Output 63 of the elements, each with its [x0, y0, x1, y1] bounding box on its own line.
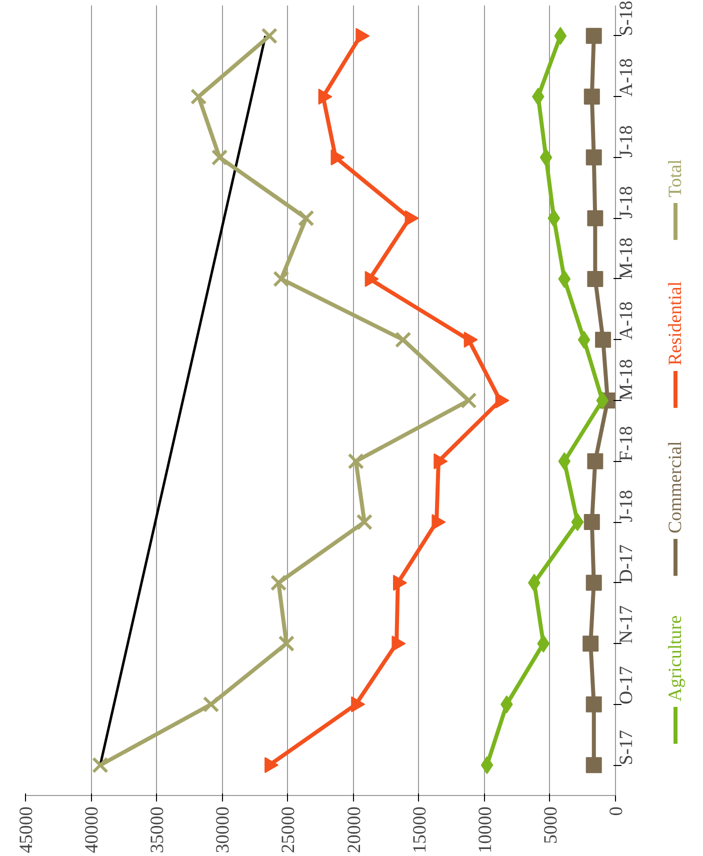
- point: [586, 757, 602, 774]
- point: [596, 392, 609, 410]
- point: [558, 452, 571, 470]
- y-tick-label: A-18: [616, 301, 637, 340]
- x-tick-label: 0: [606, 806, 627, 816]
- y-tick-label: J-18: [616, 186, 637, 218]
- x-tick-label: 35000: [147, 806, 168, 854]
- point: [298, 210, 314, 226]
- point: [587, 453, 604, 470]
- x-tick-label: 45000: [16, 806, 37, 854]
- point: [584, 514, 600, 530]
- x-tick-label: 15000: [409, 806, 430, 854]
- point: [460, 392, 477, 409]
- point: [595, 332, 612, 348]
- point: [394, 332, 412, 348]
- point: [261, 28, 278, 44]
- point: [211, 149, 228, 166]
- point: [356, 514, 373, 530]
- point: [587, 270, 604, 287]
- point: [540, 148, 552, 166]
- y-tick-label: M-18: [616, 359, 637, 400]
- text: Commercial: [665, 441, 686, 534]
- point: [348, 453, 364, 470]
- point: [571, 513, 584, 532]
- point: [582, 636, 599, 652]
- point: [586, 149, 602, 166]
- text: Residential: [665, 281, 686, 366]
- point: [190, 88, 207, 105]
- y-tick-label: M-18: [616, 237, 637, 279]
- x-tick-label: 5000: [540, 806, 562, 844]
- text: Total: [665, 159, 686, 198]
- y-tick-label: F-18: [616, 426, 637, 462]
- point: [537, 634, 550, 653]
- y-tick-label: S-18: [616, 0, 637, 36]
- point: [480, 756, 494, 774]
- point: [578, 330, 590, 349]
- point: [584, 88, 600, 105]
- y-tick-label: S-17: [616, 730, 637, 766]
- point: [270, 574, 287, 592]
- point: [558, 270, 571, 288]
- point: [586, 696, 602, 712]
- x-tick-label: 40000: [82, 806, 103, 854]
- x-tick-label: 30000: [212, 806, 234, 854]
- point: [587, 210, 604, 226]
- y-tick-label: D-17: [616, 544, 637, 583]
- point: [586, 574, 602, 591]
- y-tick-label: O-17: [616, 666, 637, 704]
- text: Agriculture: [665, 615, 686, 702]
- point: [92, 756, 108, 774]
- y-tick-label: A-18: [616, 58, 637, 97]
- y-tick-label: N-17: [616, 605, 637, 644]
- x-tick-label: 25000: [278, 806, 300, 854]
- point: [272, 270, 290, 288]
- y-tick-label: J-18: [616, 490, 637, 522]
- point: [532, 88, 544, 106]
- x-tick-label: 20000: [344, 806, 365, 854]
- point: [586, 28, 602, 44]
- x-tick-label: 10000: [474, 806, 496, 854]
- y-tick-label: J-18: [616, 125, 637, 158]
- point: [278, 635, 295, 652]
- point: [554, 26, 567, 45]
- point: [548, 209, 560, 228]
- point: [202, 696, 220, 713]
